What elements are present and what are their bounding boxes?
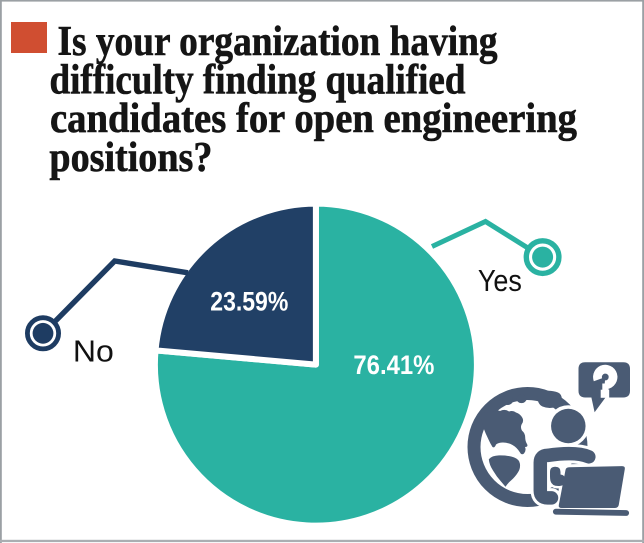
svg-text:candidates for open engineerin: candidates for open engineering [50, 95, 577, 142]
svg-text:Is your organization having: Is your organization having [58, 18, 498, 65]
svg-text:Yes: Yes [478, 263, 522, 298]
svg-text:76.41%: 76.41% [353, 350, 434, 380]
svg-text:23.59%: 23.59% [210, 286, 288, 316]
svg-text:difficulty finding qualified: difficulty finding qualified [50, 57, 466, 104]
svg-text:positions?: positions? [49, 134, 212, 181]
svg-text:No: No [73, 334, 114, 369]
